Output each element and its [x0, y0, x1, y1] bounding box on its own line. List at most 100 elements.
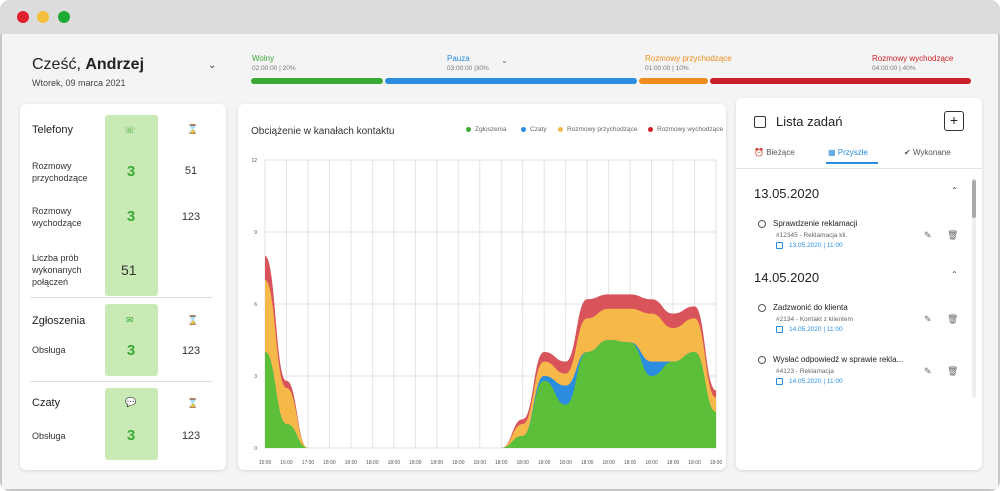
task-group-date: 14.05.2020 [754, 270, 820, 285]
outgoing-calls-value: 123 [181, 211, 201, 223]
status-bar-incoming [639, 78, 708, 84]
minimize-window-button[interactable] [37, 11, 49, 23]
task-checkbox[interactable] [758, 304, 766, 312]
user-menu-chevron-down-icon[interactable]: ⌄ [208, 60, 217, 71]
tasks-title: Lista zadań [776, 114, 843, 129]
legend-item-chats: Czaty [521, 126, 547, 133]
trash-icon[interactable]: 🗑 [947, 230, 959, 240]
task-name[interactable]: Zadzwonić do klienta [773, 303, 848, 312]
outgoing-calls-count: 3 [126, 208, 136, 225]
task-checkbox[interactable] [758, 356, 766, 364]
collapse-chevron-up-icon[interactable]: ⌃ [951, 270, 958, 279]
scrollbar-thumb[interactable] [972, 180, 976, 218]
active-tab-indicator [826, 162, 878, 164]
collapse-chevron-up-icon[interactable]: ⌃ [951, 186, 958, 195]
x-tick-label: 18:00 [688, 460, 701, 466]
trash-icon[interactable]: 🗑 [947, 314, 959, 324]
x-tick-label: 18:00 [431, 460, 444, 466]
task-due: 14.05.2020 | 11:00 [789, 378, 843, 385]
y-tick-label: 0 [254, 446, 257, 452]
hourglass-icon: ⌛ [187, 398, 199, 408]
x-tick-label: 18:00 [388, 460, 401, 466]
x-tick-label: 18:00 [516, 460, 529, 466]
x-tick-label: 17:00 [302, 460, 315, 466]
status-label-pause: Pauza [447, 54, 470, 63]
status-time-outgoing: 04:00:00 | 40% [872, 65, 916, 72]
status-label-outgoing: Rozmowy wychodzące [872, 54, 954, 63]
x-tick-label: 18:00 [538, 460, 551, 466]
tab-label: Przyszłe [837, 148, 869, 157]
chart-title: Obciążenie w kanałach kontaktu [251, 126, 395, 137]
tab-label: Wykonane [912, 148, 951, 157]
title-bar [0, 0, 1000, 34]
tab-current[interactable]: ⏰ Bieżące [754, 148, 795, 157]
add-task-button[interactable]: + [944, 111, 964, 131]
task-due: 14.05.2020 | 11:00 [789, 326, 843, 333]
x-tick-label: 18:00 [559, 460, 572, 466]
chats-value: 123 [181, 430, 201, 442]
tab-future[interactable]: ▦ Przyszłe [828, 148, 869, 157]
x-tick-label: 15:00 [259, 460, 272, 466]
x-tick-label: 16:00 [280, 460, 293, 466]
maximize-window-button[interactable] [58, 11, 70, 23]
status-time-free: 02:00:00 | 20% [252, 65, 296, 72]
envelope-icon: ✉ [126, 315, 134, 325]
chats-count: 3 [126, 427, 136, 444]
chats-handling-label: Obsługa [32, 431, 66, 441]
calendar-icon [776, 242, 783, 249]
x-tick-label: 18:00 [452, 460, 465, 466]
chats-highlight-column [105, 388, 158, 460]
divider [30, 297, 212, 298]
tickets-title: Zgłoszenia [32, 315, 86, 327]
task-checkbox[interactable] [758, 220, 766, 228]
outgoing-calls-label: Rozmowy wychodzące [32, 206, 82, 228]
legend-item-tickets: Zgłoszenia [466, 126, 506, 133]
x-tick-label: 18:00 [474, 460, 487, 466]
tab-done[interactable]: ✔ Wykonane [904, 148, 951, 157]
calendar-icon [754, 116, 766, 128]
y-tick-label: 9 [254, 230, 257, 236]
current-date: Wtorek, 09 marca 2021 [32, 78, 126, 88]
greeting-prefix: Cześć, [32, 56, 86, 73]
status-label-incoming: Rozmowy przychodzące [645, 54, 732, 63]
hourglass-icon: ⌛ [187, 315, 199, 325]
chats-title: Czaty [32, 397, 61, 409]
channel-load-card: Obciążenie w kanałach kontaktu Zgłoszeni… [238, 104, 726, 470]
close-window-button[interactable] [17, 11, 29, 23]
y-tick-label: 12 [251, 158, 257, 164]
status-time-pause: 03:00:00 |30% [447, 65, 489, 72]
dashboard: Cześć, Andrzej Wtorek, 09 marca 2021 ⌄ W… [2, 34, 998, 489]
tickets-handling-label: Obsługa [32, 345, 66, 355]
call-attempts-label: Liczba prób wykonanych połączeń [32, 253, 82, 287]
task-name[interactable]: Sprawdzenie reklamacji [773, 219, 858, 228]
incoming-calls-value: 51 [184, 165, 198, 177]
status-chevron-down-icon[interactable]: ⌄ [501, 56, 508, 65]
x-tick-label: 18:00 [645, 460, 658, 466]
task-reference: #2134 - Kontakt z klientem [776, 316, 853, 323]
edit-icon[interactable]: ✎ [924, 366, 932, 376]
legend-label: Czaty [530, 126, 547, 133]
task-group-date: 13.05.2020 [754, 186, 820, 201]
y-tick-label: 6 [254, 302, 257, 308]
status-bar-free [251, 78, 383, 84]
scrollbar-track[interactable] [972, 178, 976, 398]
legend-item-outgoing: Rozmowy wychodzące [648, 126, 723, 133]
stats-card: Telefony ☏ ⌛ Rozmowy przychodzące 3 51 R… [20, 104, 226, 470]
tickets-highlight-column [105, 304, 158, 376]
x-tick-label: 18:00 [667, 460, 680, 466]
area-chart: 0 3 6 9 12 15:00 16:00 17:00 18:00 18:00 18:00 18:0… [251, 158, 722, 466]
greeting: Cześć, Andrzej [32, 56, 144, 74]
legend-label: Rozmowy przychodzące [567, 126, 638, 133]
calendar-icon [776, 378, 783, 385]
x-tick-label: 18:00 [366, 460, 379, 466]
calendar-icon [776, 326, 783, 333]
phones-title: Telefony [32, 124, 73, 136]
status-bar-outgoing [710, 78, 971, 84]
edit-icon[interactable]: ✎ [924, 230, 932, 240]
legend-label: Rozmowy wychodzące [657, 126, 724, 133]
trash-icon[interactable]: 🗑 [947, 366, 959, 376]
status-bar-pause [385, 78, 637, 84]
edit-icon[interactable]: ✎ [924, 314, 932, 324]
task-name[interactable]: Wysłać odpowiedź w sprawie rekla... [773, 355, 904, 364]
